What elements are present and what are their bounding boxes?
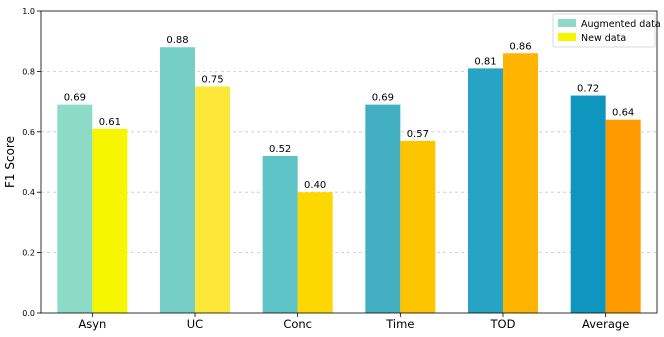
data-label: 0.52 xyxy=(269,144,291,155)
plot-frame xyxy=(40,10,658,314)
y-tick-label: 0.2 xyxy=(22,249,35,258)
data-label: 0.64 xyxy=(612,108,634,119)
bar-augmented-tod xyxy=(468,68,503,313)
y-tick-label: 1.0 xyxy=(22,7,35,16)
data-label: 0.61 xyxy=(99,117,121,128)
bar-augmented-time xyxy=(365,104,401,314)
data-label: 0.69 xyxy=(372,93,394,104)
bar-augmented-average xyxy=(570,95,606,313)
legend-box xyxy=(552,13,656,48)
data-label: 0.75 xyxy=(201,75,223,86)
legend-label: Augmented data xyxy=(581,19,661,30)
bar-augmented-asyn xyxy=(57,104,93,314)
legend-label: New data xyxy=(581,33,626,44)
bar-augmented-conc xyxy=(262,155,298,313)
y-axis-title: F1 Score xyxy=(3,136,17,188)
data-label: 0.86 xyxy=(509,41,531,52)
bar-new-uc xyxy=(195,86,230,313)
y-tick-label: 0.4 xyxy=(22,188,35,197)
bar-new-tod xyxy=(503,53,538,313)
legend: Augmented data New data xyxy=(552,13,661,48)
legend-swatch xyxy=(558,33,576,41)
bar-new-conc xyxy=(297,192,333,313)
data-label: 0.81 xyxy=(474,56,496,67)
x-tick-label: Average xyxy=(582,317,629,331)
y-tick-label: 0.0 xyxy=(22,309,35,318)
bar-new-asyn xyxy=(92,128,128,313)
data-label: 0.72 xyxy=(577,84,599,95)
data-label: 0.88 xyxy=(166,35,188,46)
data-label: 0.69 xyxy=(64,93,86,104)
legend-swatch xyxy=(558,19,576,27)
y-tick-label: 0.6 xyxy=(22,128,35,137)
x-tick-label: Time xyxy=(385,317,414,331)
bar-new-time xyxy=(400,140,436,313)
y-tick-label: 0.8 xyxy=(22,67,35,76)
data-label: 0.40 xyxy=(304,180,326,191)
x-tick-label: UC xyxy=(187,317,203,331)
data-label: 0.57 xyxy=(407,129,429,140)
bar-augmented-uc xyxy=(160,47,195,314)
x-tick-label: TOD xyxy=(490,317,516,331)
x-tick-label: Conc xyxy=(283,317,312,331)
bar-new-average xyxy=(605,119,641,313)
x-tick-label: Asyn xyxy=(78,317,106,331)
